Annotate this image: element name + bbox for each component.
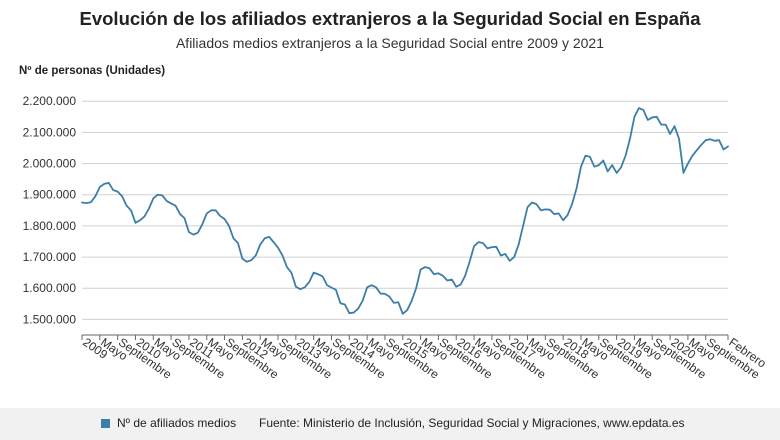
series-line (81, 107, 729, 315)
y-tick-label: 1.600.000 (23, 281, 77, 295)
y-axis-label: Nº de personas (Unidades) (19, 65, 165, 77)
y-tick-label: 2.000.000 (23, 157, 77, 171)
y-tick-label: 1.900.000 (23, 188, 77, 202)
legend: Nº de afiliados medios (101, 416, 236, 430)
y-tick-label: 2.200.000 (23, 94, 77, 108)
y-tick-label: 1.700.000 (23, 250, 77, 264)
chart-title: Evolución de los afiliados extranjeros a… (79, 8, 701, 29)
y-tick-label: 1.500.000 (23, 312, 77, 326)
legend-swatch (101, 418, 110, 428)
chart-footer: Nº de afiliados medios Fuente: Ministeri… (0, 408, 780, 440)
chart-subtitle: Afiliados medios extranjeros a la Seguri… (175, 35, 605, 51)
legend-label: Nº de afiliados medios (117, 416, 237, 430)
source-text: Fuente: Ministerio de Inclusión, Segurid… (259, 416, 685, 430)
y-tick-label: 1.800.000 (23, 219, 77, 233)
line-chart: Nº de personas (Unidades) 1.500.000 1.600.… (19, 65, 769, 382)
y-tick-label: 2.100.000 (23, 125, 77, 139)
